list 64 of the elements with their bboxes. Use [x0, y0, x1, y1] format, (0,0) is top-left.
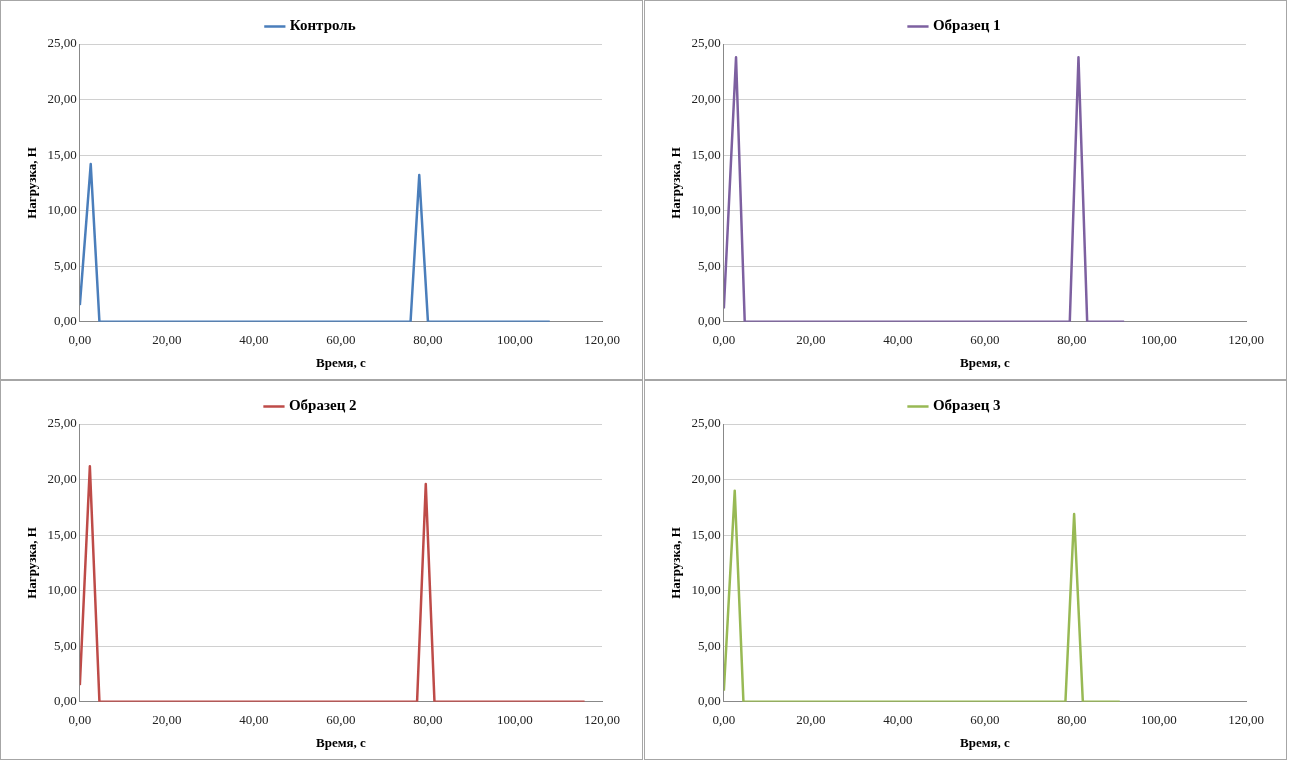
y-axis-title: Нагрузка, Н [668, 527, 684, 599]
x-tick-label: 60,00 [326, 332, 356, 348]
y-tick-label: 5,00 [54, 257, 77, 273]
y-tick-label: 10,00 [691, 202, 721, 218]
legend-label: Образец 2 [288, 397, 357, 414]
x-tick-label: 100,00 [497, 332, 533, 348]
x-tick-label: 120,00 [584, 332, 620, 348]
x-tick-label: 40,00 [239, 332, 269, 348]
y-tick-label: 10,00 [691, 582, 721, 598]
x-axis-title: Время, с [316, 354, 367, 370]
x-tick-label: 20,00 [796, 712, 826, 728]
x-tick-label: 60,00 [326, 712, 356, 728]
x-axis-title: Время, с [960, 734, 1011, 750]
y-tick-label: 20,00 [691, 470, 721, 486]
y-tick-label: 25,00 [47, 35, 77, 51]
x-axis-title: Время, с [960, 354, 1011, 370]
x-tick-label: 100,00 [1141, 332, 1177, 348]
y-tick-label: 5,00 [54, 637, 77, 653]
x-tick-label: 120,00 [1228, 332, 1264, 348]
y-tick-label: 25,00 [47, 415, 77, 431]
x-tick-label: 0,00 [68, 712, 92, 728]
x-tick-label: 80,00 [413, 332, 443, 348]
y-axis-title: Нагрузка, Н [668, 147, 684, 219]
x-axis-title: Время, с [316, 734, 367, 750]
x-tick-label: 100,00 [1141, 712, 1177, 728]
y-tick-label: 10,00 [47, 202, 77, 218]
x-tick-label: 120,00 [1228, 712, 1264, 728]
x-tick-label: 0,00 [712, 332, 736, 348]
x-tick-label: 40,00 [239, 712, 269, 728]
x-tick-label: 100,00 [497, 712, 533, 728]
x-tick-label: 120,00 [584, 712, 620, 728]
x-tick-label: 20,00 [152, 332, 182, 348]
y-tick-label: 15,00 [47, 146, 77, 162]
x-tick-label: 20,00 [152, 712, 182, 728]
y-tick-label: 15,00 [691, 526, 721, 542]
x-tick-label: 80,00 [1057, 332, 1087, 348]
legend-label: Образец 1 [932, 17, 1001, 34]
y-tick-label: 5,00 [698, 637, 721, 653]
y-tick-label: 0,00 [54, 693, 77, 709]
y-axis-title: Нагрузка, Н [24, 527, 40, 599]
y-tick-label: 0,00 [698, 693, 721, 709]
x-tick-label: 80,00 [1057, 712, 1087, 728]
y-axis-title: Нагрузка, Н [24, 147, 40, 219]
y-tick-label: 20,00 [47, 90, 77, 106]
y-tick-label: 15,00 [691, 146, 721, 162]
x-tick-label: 80,00 [413, 712, 443, 728]
x-tick-label: 0,00 [68, 332, 92, 348]
y-tick-label: 5,00 [698, 257, 721, 273]
y-tick-label: 15,00 [47, 526, 77, 542]
y-tick-label: 25,00 [691, 415, 721, 431]
x-tick-label: 20,00 [796, 332, 826, 348]
y-tick-label: 20,00 [691, 90, 721, 106]
y-tick-label: 25,00 [691, 35, 721, 51]
y-tick-label: 0,00 [698, 313, 721, 329]
x-tick-label: 60,00 [970, 712, 1000, 728]
x-tick-label: 0,00 [712, 712, 736, 728]
y-tick-label: 10,00 [47, 582, 77, 598]
y-tick-label: 20,00 [47, 470, 77, 486]
y-tick-label: 0,00 [54, 313, 77, 329]
x-tick-label: 60,00 [970, 332, 1000, 348]
legend-label: Контроль [289, 17, 356, 34]
x-tick-label: 40,00 [883, 332, 913, 348]
legend-label: Образец 3 [932, 397, 1001, 414]
x-tick-label: 40,00 [883, 712, 913, 728]
